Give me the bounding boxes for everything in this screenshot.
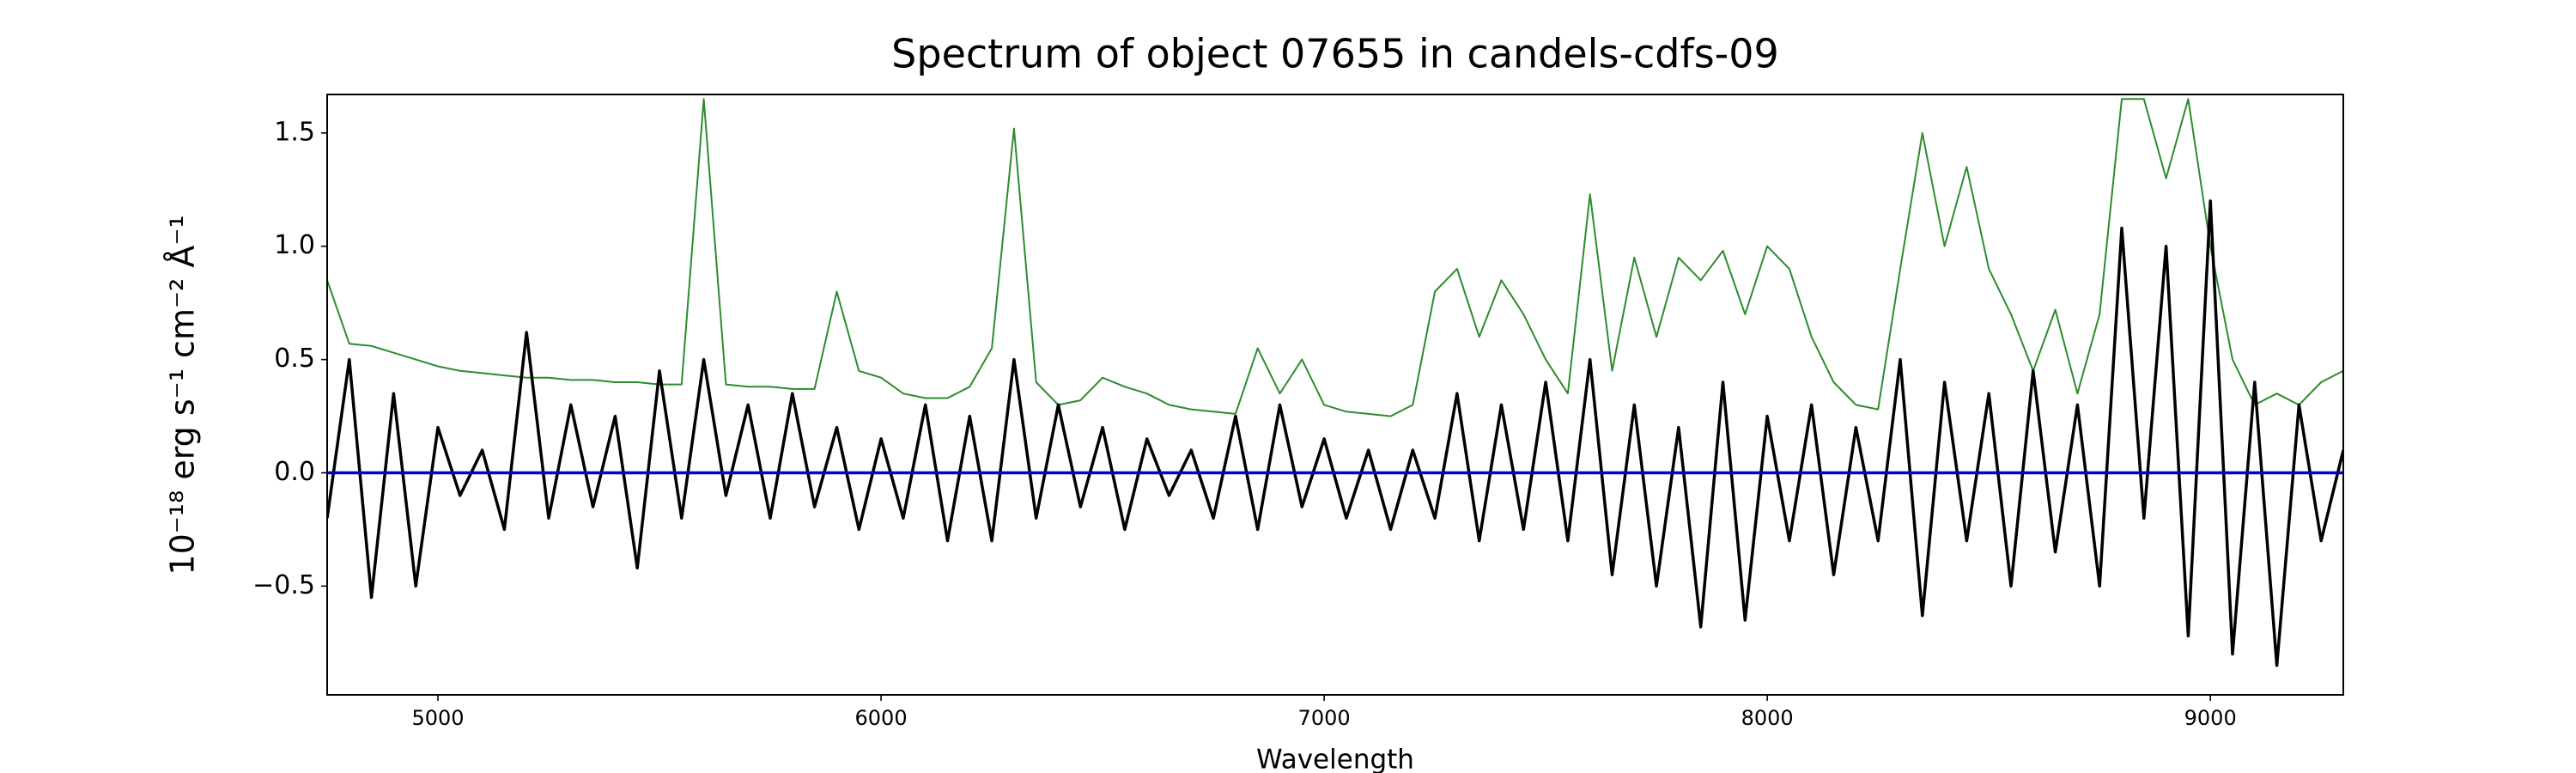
plot-frame xyxy=(326,94,2344,696)
y-tick-label: −0.5 xyxy=(252,570,315,600)
y-tick-label: 0.5 xyxy=(274,344,315,374)
y-axis-label: 10⁻¹⁸ erg s⁻¹ cm⁻² Å⁻¹ xyxy=(164,215,202,575)
y-tick-label: 1.0 xyxy=(274,230,315,260)
x-tick-label: 7000 xyxy=(1298,706,1351,730)
y-tick-label: 0.0 xyxy=(274,457,315,487)
x-tick-label: 6000 xyxy=(855,706,908,730)
chart-title: Spectrum of object 07655 in candels-cdfs… xyxy=(891,31,1779,77)
spectrum-line xyxy=(327,98,2343,417)
x-tick-label: 5000 xyxy=(411,706,464,730)
x-axis-label: Wavelength xyxy=(1256,745,1414,773)
spectrum-line xyxy=(327,199,2343,667)
x-tick-label: 8000 xyxy=(1741,706,1794,730)
x-tick-label: 9000 xyxy=(2184,706,2237,730)
y-tick-label: 1.5 xyxy=(274,117,315,147)
